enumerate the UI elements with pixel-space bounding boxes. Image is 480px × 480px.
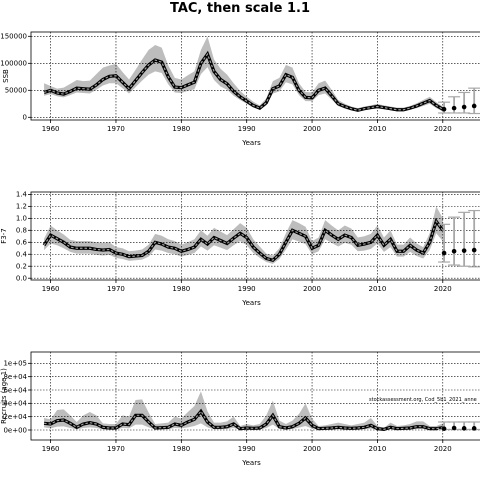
axis-frame <box>30 351 480 441</box>
x-tick-label: 1970 <box>107 285 125 293</box>
y-tick-label: 1.0 <box>16 215 27 223</box>
x-tick-label: 1980 <box>172 125 190 133</box>
y-tick-label: 0.4 <box>16 251 28 259</box>
y-tick-label: 8e+04 <box>3 373 27 381</box>
y-tick-label: 4e+04 <box>3 400 27 408</box>
y-axis-label: F3-7 <box>0 228 8 243</box>
estimate-line-dash <box>43 220 444 261</box>
forecast-point <box>451 425 457 431</box>
forecast-point <box>441 250 447 256</box>
x-tick-label: 2010 <box>369 285 387 293</box>
y-tick-label: 0.8 <box>16 227 27 235</box>
axis-frame <box>30 191 480 281</box>
x-tick-label: 2010 <box>369 445 387 453</box>
forecast-point <box>451 105 457 111</box>
y-tick-label: 50000 <box>5 87 27 95</box>
x-tick-label: 1970 <box>107 445 125 453</box>
x-tick-label: 2000 <box>303 285 321 293</box>
y-tick-label: 6e+04 <box>3 386 27 394</box>
x-tick-label: 2000 <box>303 125 321 133</box>
y-tick-label: 1e+05 <box>3 360 27 368</box>
x-tick-label: 1960 <box>42 125 60 133</box>
forecast-point <box>471 247 477 253</box>
forecast-point <box>461 426 467 431</box>
confidence-band <box>44 36 443 112</box>
y-tick-label: 1.4 <box>16 191 28 199</box>
x-tick-label: 2020 <box>434 445 452 453</box>
x-tick-label: 2010 <box>369 125 387 133</box>
y-tick-label: 1.2 <box>16 203 27 211</box>
y-tick-label: 100000 <box>0 60 27 68</box>
figure-title: TAC, then scale 1.1 <box>170 1 310 16</box>
x-tick-label: 1990 <box>238 125 256 133</box>
axis-frame <box>30 31 480 121</box>
forecast-point <box>461 248 467 253</box>
confidence-band <box>44 391 443 430</box>
x-tick-label: 1990 <box>238 445 256 453</box>
y-tick-label: 0.6 <box>16 239 28 247</box>
source-annotation: stockassessment.org, Cod_5b1_2021_anne <box>369 397 477 403</box>
forecast-point <box>471 426 477 431</box>
x-axis-label: Years <box>241 139 261 147</box>
x-tick-label: 1990 <box>238 285 256 293</box>
x-axis-label: Years <box>241 459 261 467</box>
forecast-point <box>461 104 467 110</box>
y-axis-label: SSB <box>2 69 10 83</box>
forecast-point <box>471 103 477 109</box>
y-axis-label: Recruits (age 1) <box>0 368 8 424</box>
estimate-line-dash <box>43 52 444 111</box>
y-tick-label: 0.0 <box>16 275 27 283</box>
x-tick-label: 2000 <box>303 445 321 453</box>
x-axis-label: Years <box>241 299 261 307</box>
x-tick-label: 2020 <box>434 125 452 133</box>
x-tick-label: 1970 <box>107 125 125 133</box>
y-tick-label: 0 <box>23 114 27 122</box>
x-tick-label: 1960 <box>42 285 60 293</box>
x-tick-label: 1980 <box>172 445 190 453</box>
x-tick-label: 1980 <box>172 285 190 293</box>
recruits-panel: 1960 1970 1980 1990 2000 2010 2020 0e+00 2e+04 4e… <box>0 351 480 467</box>
f-panel: 1960 1970 1980 1990 2000 2010 2020 0.0 0.2 0.4 0.6… <box>0 191 480 307</box>
forecast-point <box>441 106 447 112</box>
y-tick-label: 0e+00 <box>3 426 27 434</box>
ssb-panel: 1960 1970 1980 1990 2000 2010 2020 0 50000 100000… <box>0 31 480 147</box>
x-tick-label: 2020 <box>434 285 452 293</box>
x-tick-label: 1960 <box>42 445 60 453</box>
forecast-point <box>451 248 457 254</box>
y-tick-label: 150000 <box>0 33 27 41</box>
y-tick-label: 2e+04 <box>3 413 27 421</box>
estimate-line-dash <box>44 410 443 430</box>
y-tick-label: 0.2 <box>16 263 27 271</box>
forecast-point <box>441 426 447 431</box>
